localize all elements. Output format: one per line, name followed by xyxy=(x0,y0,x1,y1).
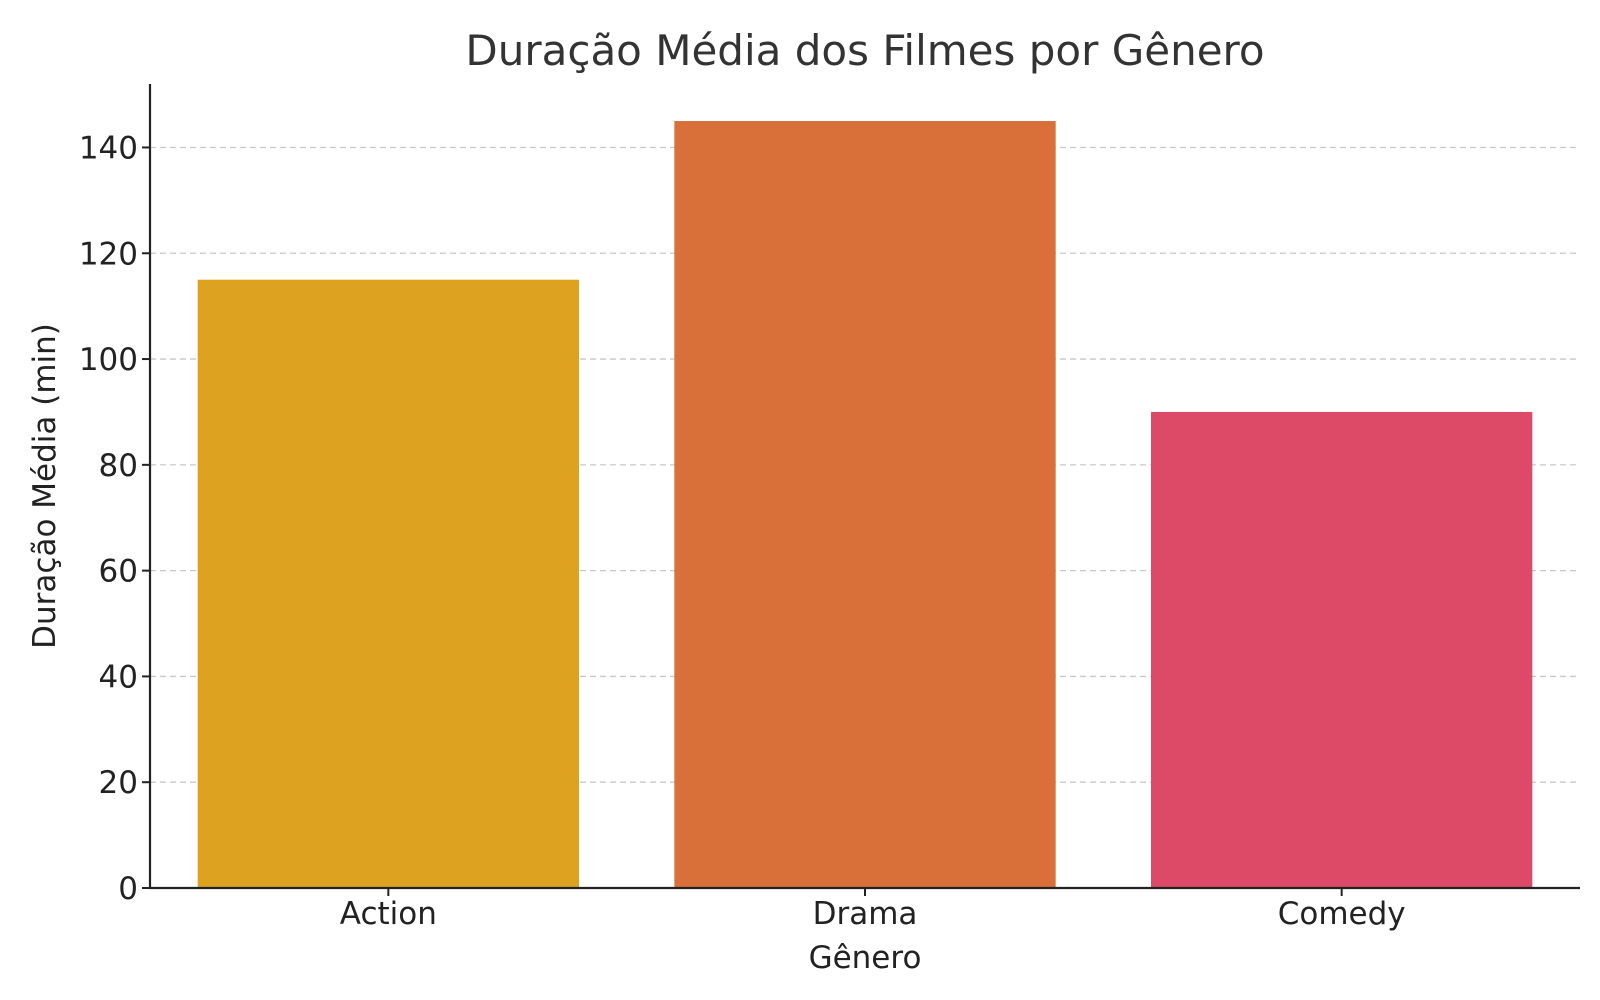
bar-drama xyxy=(674,121,1056,889)
y-tick-label: 80 xyxy=(99,448,138,484)
y-tick-label: 60 xyxy=(99,554,138,590)
bar-action xyxy=(197,279,579,888)
y-tick-label: 20 xyxy=(99,765,138,801)
bars xyxy=(197,121,1533,889)
y-tick-label: 100 xyxy=(79,342,138,378)
y-tick-label: 40 xyxy=(99,659,138,695)
y-axis-label: Duração Média (min) xyxy=(27,323,63,649)
y-tick-label: 140 xyxy=(79,130,138,166)
y-tick-label: 120 xyxy=(79,236,138,272)
y-axis-ticks: 0 20 40 60 80 100 120 140 xyxy=(79,130,150,907)
x-tick-label: Action xyxy=(340,896,437,932)
x-tick-label: Comedy xyxy=(1278,896,1406,932)
y-tick-label: 0 xyxy=(118,871,138,907)
x-axis-ticks: Action Drama Comedy xyxy=(340,888,1406,932)
bar-comedy xyxy=(1151,411,1533,888)
x-tick-label: Drama xyxy=(813,896,918,932)
chart-title: Duração Média dos Filmes por Gênero xyxy=(465,26,1264,75)
x-axis-label: Gênero xyxy=(809,940,922,976)
